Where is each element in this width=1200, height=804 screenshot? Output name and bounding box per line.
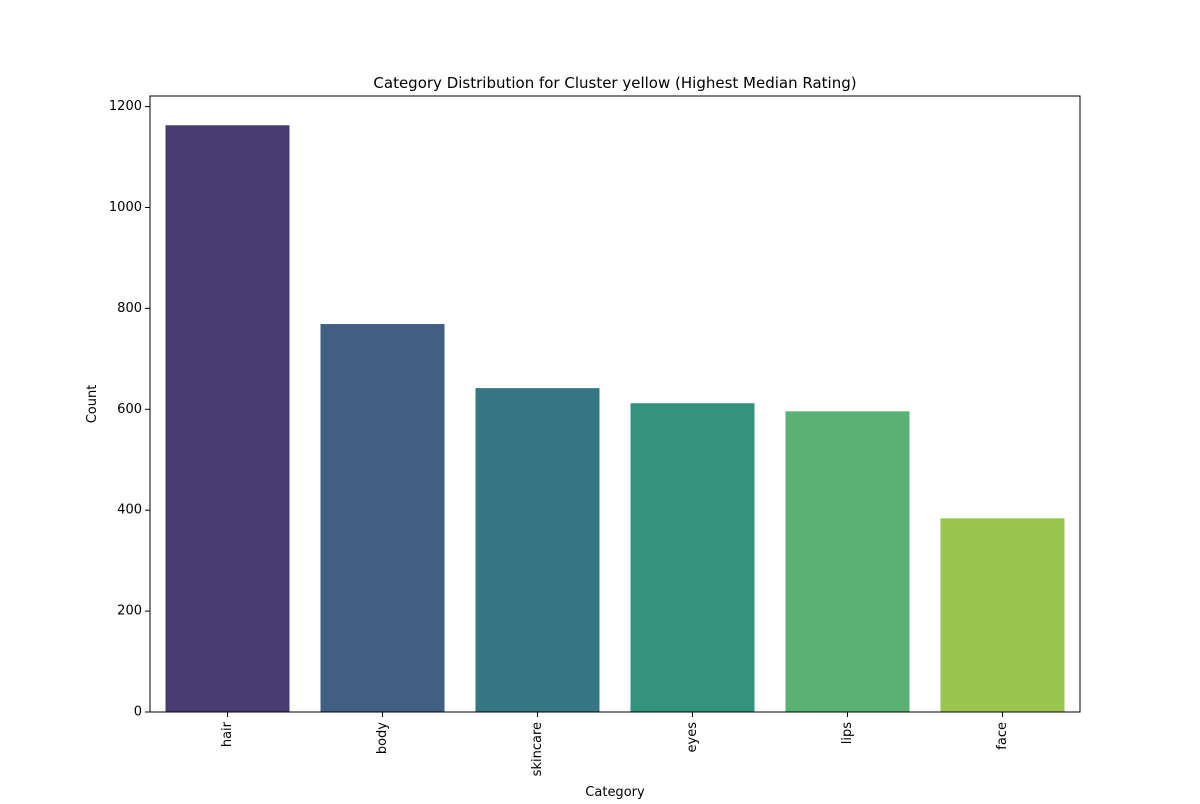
y-tick-label: 1200 [109,99,142,114]
bar-skincare [475,388,600,712]
x-tick-label: face [995,722,1010,750]
plot-frame [149,95,1081,713]
bar-lips [785,411,910,712]
y-tick-label: 600 [117,402,142,417]
x-axis: hair body skincare eyes lips face [220,712,1010,776]
bars-group [165,125,1065,713]
x-tick-label: body [375,722,390,754]
y-tick-label: 1000 [109,200,142,215]
x-tick-label: lips [840,722,855,744]
y-tick-label: 0 [134,705,142,720]
y-axis-label: Count [85,385,100,424]
x-tick-label: skincare [530,722,545,776]
y-tick-label: 800 [117,301,142,316]
bar-body [320,324,445,712]
bar-hair [165,125,290,713]
bar-face [940,518,1065,712]
x-tick-label: hair [220,721,235,747]
y-axis: 0 200 400 600 800 1000 1200 [109,99,150,720]
chart-title: Category Distribution for Cluster yellow… [373,74,856,92]
y-tick-label: 200 [117,604,142,619]
bar-eyes [630,403,755,712]
x-axis-label: Category [585,785,645,800]
y-tick-label: 400 [117,503,142,518]
x-tick-label: eyes [685,722,700,753]
